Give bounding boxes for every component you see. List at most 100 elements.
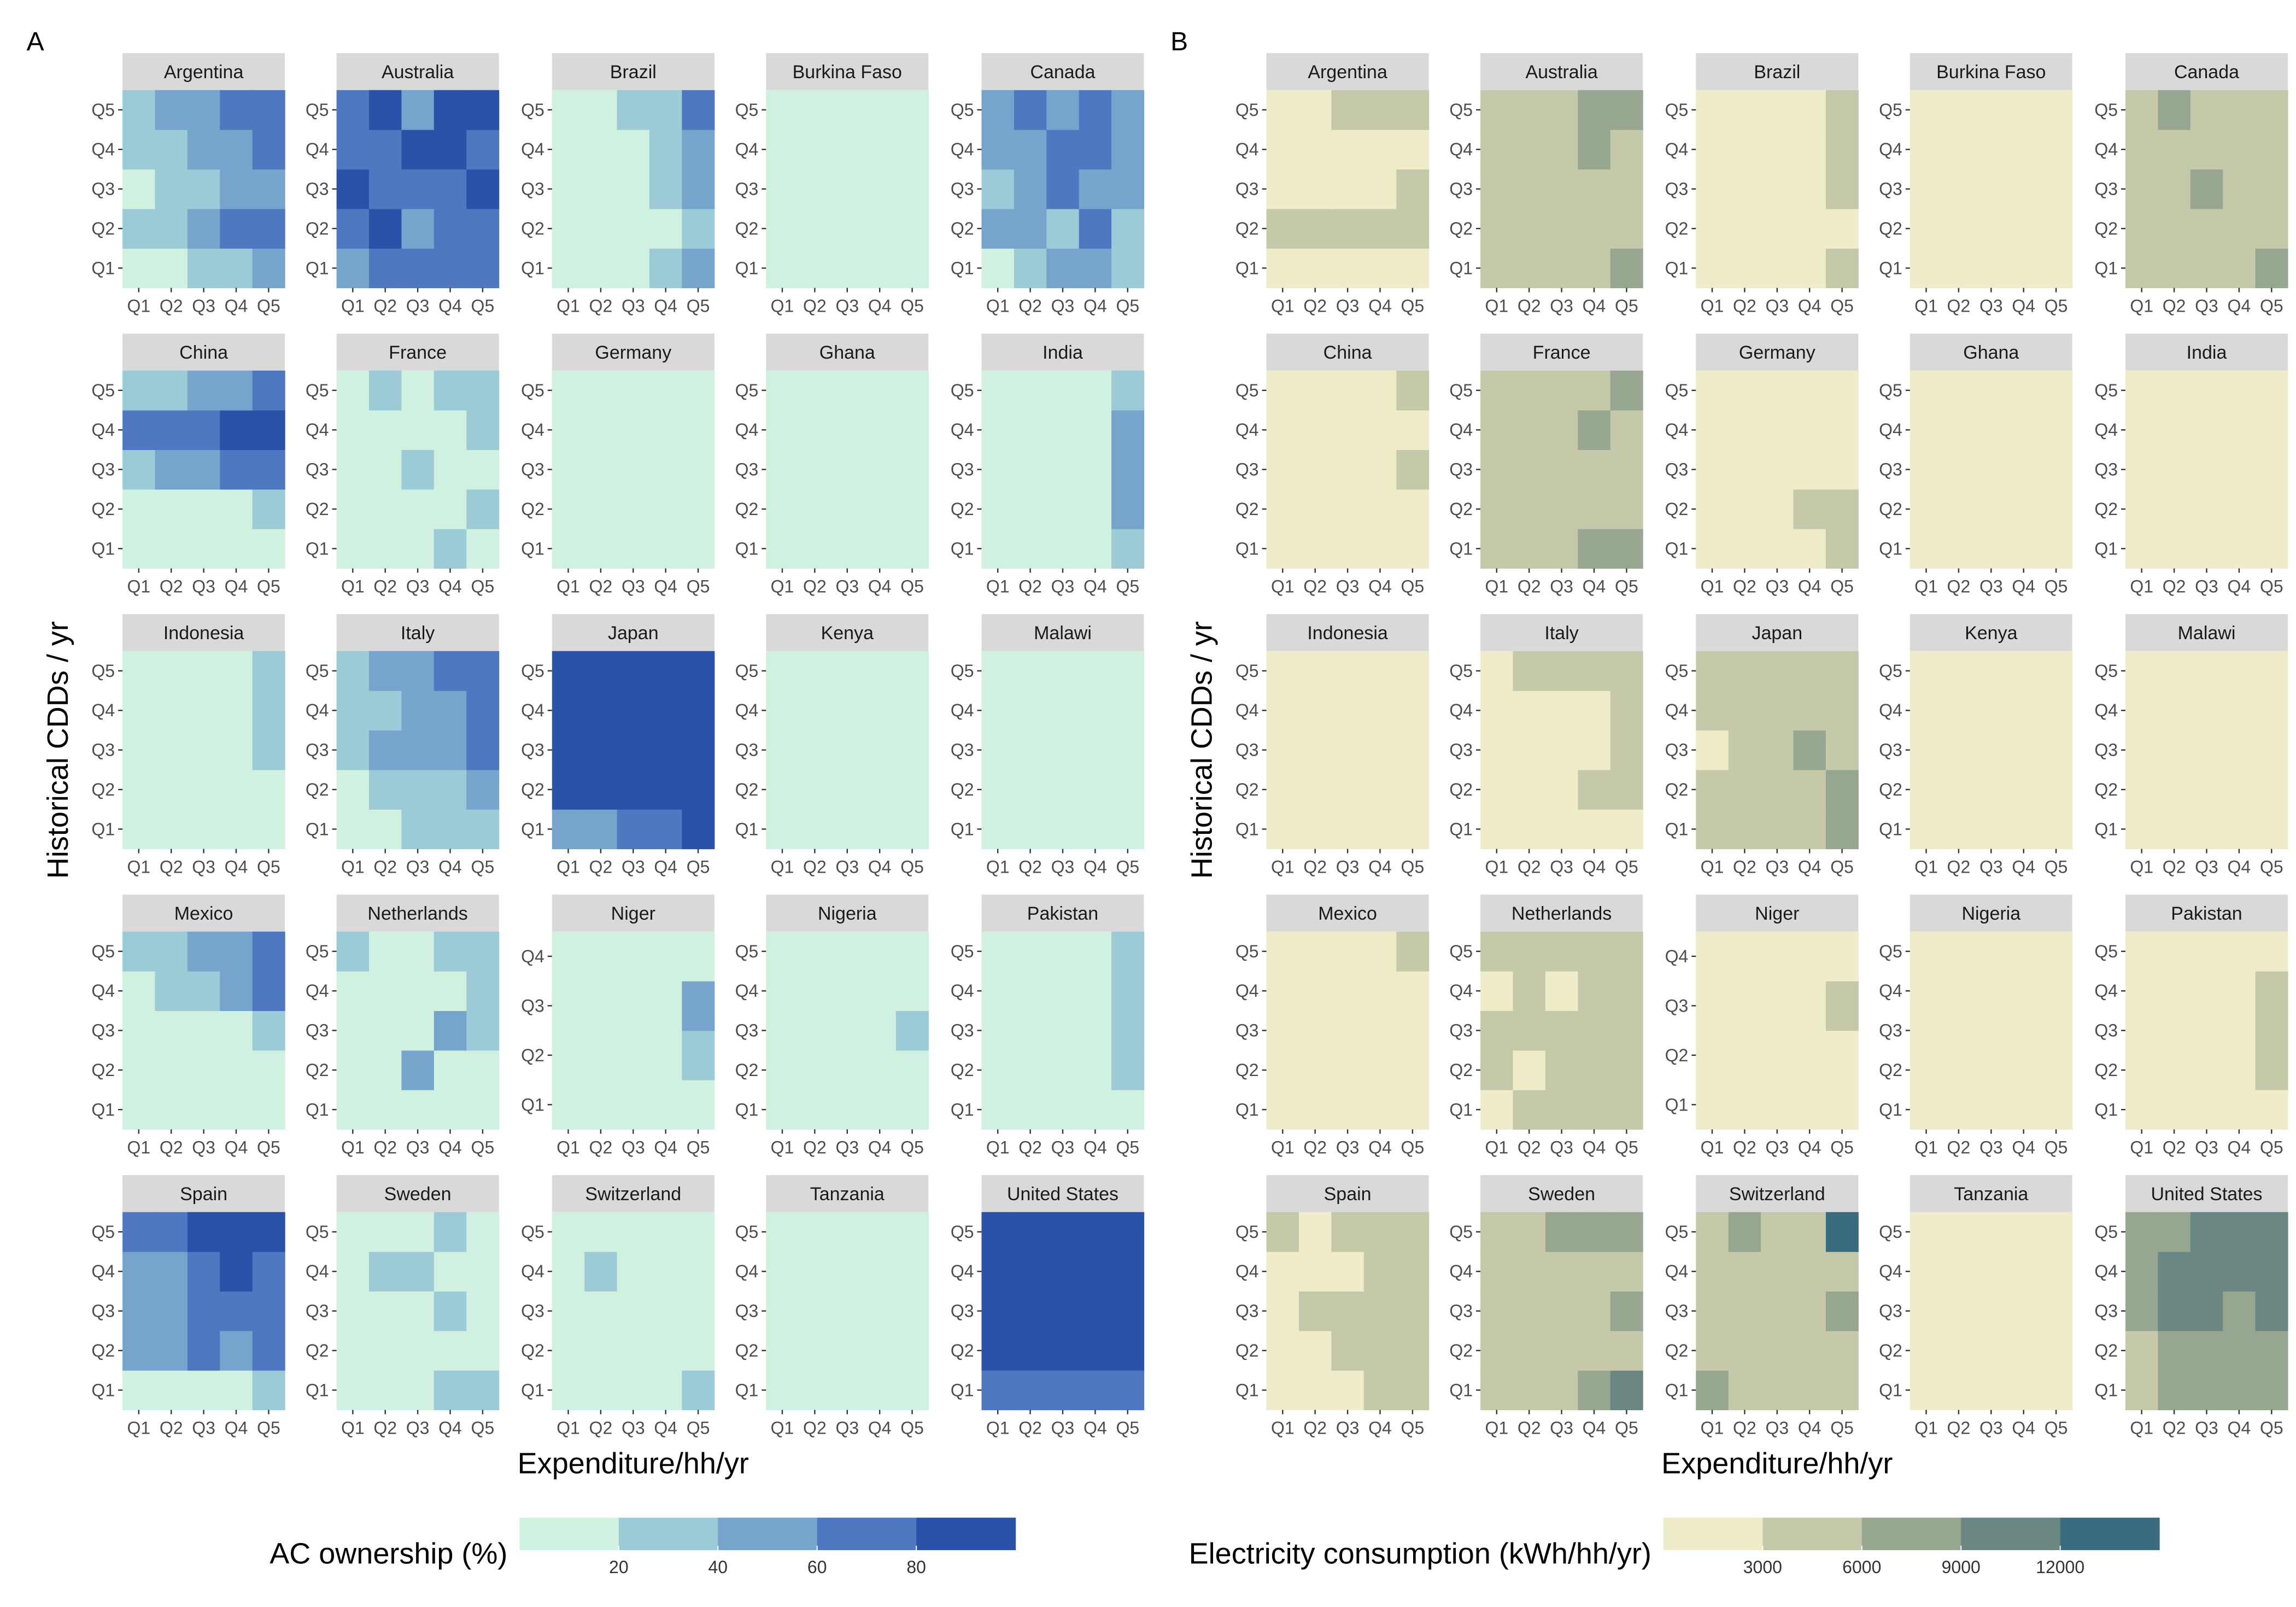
heatmap-tile	[1825, 1080, 1859, 1130]
heatmap-tile	[981, 730, 1015, 770]
heatmap-tile	[1793, 449, 1826, 490]
heatmap-tile	[434, 651, 467, 691]
heatmap-tile	[895, 1010, 929, 1051]
heatmap-tile	[1793, 1370, 1826, 1411]
heatmap-tile	[1513, 1370, 1546, 1411]
y-tick-label: Q4	[1449, 700, 1473, 720]
x-tick-label: Q4	[438, 296, 462, 316]
heatmap-tile	[798, 449, 831, 490]
x-tick-label: Q1	[127, 577, 150, 597]
x-tick-label: Q5	[2045, 1418, 2068, 1438]
heatmap-tile	[187, 651, 220, 691]
heatmap-tile	[1975, 651, 2008, 691]
y-tick-label: Q1	[1449, 819, 1473, 839]
heatmap-tile	[434, 90, 467, 130]
heatmap-tile	[1825, 769, 1859, 810]
heatmap-tile	[401, 449, 435, 490]
facet-strip	[1910, 1175, 2072, 1212]
x-tick-label: Q3	[1336, 1418, 1360, 1438]
heatmap-tile	[798, 971, 831, 1012]
heatmap-tile	[2007, 1291, 2040, 1331]
y-tick-label: Q3	[91, 1301, 115, 1321]
heatmap-tile	[831, 208, 864, 249]
heatmap-tile	[981, 1212, 1015, 1252]
heatmap-tile	[1545, 449, 1578, 490]
y-tick-label: Q5	[521, 381, 544, 400]
legend-tick-label: 80	[906, 1557, 926, 1577]
heatmap-tile	[552, 1212, 585, 1252]
heatmap-tile	[252, 410, 285, 451]
heatmap-tile	[682, 248, 715, 289]
heatmap-tile	[1396, 1291, 1430, 1331]
heatmap-tile	[1480, 691, 1514, 731]
heatmap-tile	[2255, 809, 2288, 850]
heatmap-tile	[187, 931, 220, 972]
heatmap-tile	[155, 130, 188, 170]
y-tick-label: Q5	[951, 661, 974, 681]
heatmap-tile	[2040, 1370, 2073, 1411]
heatmap-tile	[336, 1291, 370, 1331]
y-tick-label: Q4	[1665, 946, 1689, 966]
heatmap-tile	[466, 1252, 500, 1292]
heatmap-tile	[1825, 1330, 1859, 1371]
heatmap-tile	[1728, 1212, 1761, 1252]
heatmap-tile	[1610, 370, 1643, 411]
heatmap-tile	[466, 529, 500, 569]
facet-strip	[1266, 1175, 1429, 1212]
heatmap-tile	[220, 651, 253, 691]
heatmap-tile	[1014, 931, 1047, 972]
heatmap-tile	[1396, 1010, 1430, 1051]
heatmap-tile	[1942, 1212, 1976, 1252]
heatmap-tile	[1761, 1291, 1794, 1331]
heatmap-tile	[2125, 410, 2158, 451]
y-tick-label: Q4	[521, 1261, 544, 1281]
heatmap-tile	[649, 691, 682, 731]
heatmap-tile	[1513, 1330, 1546, 1371]
y-tick-label: Q2	[735, 780, 759, 799]
y-tick-label: Q1	[2094, 1380, 2118, 1400]
heatmap-tile	[1331, 489, 1364, 529]
heatmap-tile	[2190, 489, 2223, 529]
heatmap-tile	[682, 651, 715, 691]
heatmap-tile	[1761, 1330, 1794, 1371]
heatmap-tile	[1111, 410, 1145, 451]
heatmap-tile	[895, 1252, 929, 1292]
heatmap-tile	[1266, 769, 1299, 810]
heatmap-tile	[1696, 1252, 1729, 1292]
x-tick-label: Q2	[589, 296, 613, 316]
heatmap-tile	[1014, 449, 1047, 490]
heatmap-tile	[649, 981, 682, 1031]
heatmap-tile	[2158, 971, 2191, 1012]
heatmap-tile	[1578, 1291, 1611, 1331]
y-tick-label: Q5	[1665, 1222, 1689, 1242]
x-tick-label: Q2	[589, 577, 613, 597]
heatmap-tile	[1761, 248, 1794, 289]
heatmap-tile	[1396, 208, 1430, 249]
y-tick-label: Q5	[1449, 100, 1473, 120]
heatmap-tile	[466, 809, 500, 850]
facet-title: Mexico	[174, 903, 233, 924]
y-tick-label: Q4	[91, 981, 115, 1001]
heatmap-tile	[1079, 1330, 1112, 1371]
y-tick-label: Q2	[91, 1341, 115, 1360]
heatmap-tile	[1793, 691, 1826, 731]
heatmap-tile	[1513, 130, 1546, 170]
heatmap-tile	[1545, 691, 1578, 731]
y-tick-label: Q4	[1449, 420, 1473, 440]
heatmap-tile	[1825, 651, 1859, 691]
heatmap-tile	[434, 809, 467, 850]
heatmap-tile	[1331, 529, 1364, 569]
heatmap-tile	[1111, 691, 1145, 731]
heatmap-tile	[617, 651, 650, 691]
x-tick-label: Q5	[1615, 1138, 1638, 1158]
facet-title: Tanzania	[1954, 1184, 2028, 1205]
heatmap-tile	[766, 1010, 799, 1051]
heatmap-tile	[1111, 1090, 1145, 1130]
x-tick-label: Q1	[2130, 857, 2153, 877]
y-tick-label: Q2	[521, 499, 544, 519]
heatmap-tile	[1480, 1212, 1514, 1252]
heatmap-tile	[1761, 981, 1794, 1031]
heatmap-tile	[434, 1252, 467, 1292]
